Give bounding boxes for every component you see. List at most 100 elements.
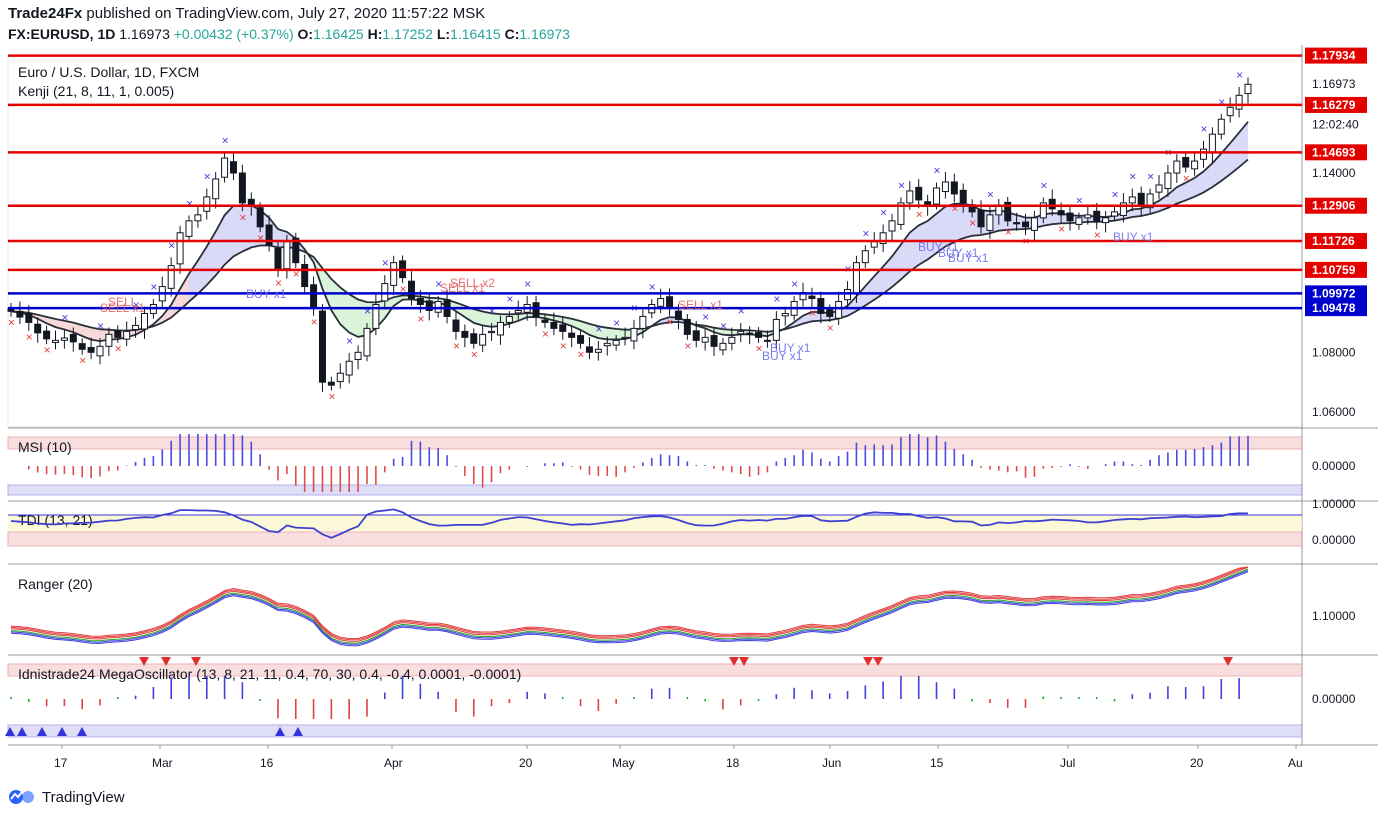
band-fill-segment xyxy=(900,232,910,280)
band-fill-segment xyxy=(918,221,928,265)
tdi-lower-zone xyxy=(7,531,1303,547)
signal-marker: × xyxy=(524,277,531,291)
candle-body xyxy=(692,330,700,341)
signal-marker: × xyxy=(435,277,442,291)
mega-buy-triangle xyxy=(275,727,285,736)
band-fill-segment xyxy=(892,244,901,288)
candle-body xyxy=(1137,192,1145,207)
candle-body xyxy=(1030,217,1038,231)
candle-body xyxy=(746,332,754,335)
signal-label: BUY x1 xyxy=(948,251,989,265)
candle-body xyxy=(132,324,140,331)
candle-body xyxy=(630,327,638,342)
tradingview-brand[interactable]: TradingView xyxy=(8,788,125,806)
mega-sell-triangle xyxy=(139,657,149,666)
candle-body xyxy=(995,205,1003,216)
ranger-line xyxy=(10,571,1249,647)
candle-body xyxy=(470,333,478,344)
candle-body xyxy=(1048,198,1056,210)
candle-body xyxy=(817,298,825,314)
band-fill-segment xyxy=(340,287,350,333)
tdi-title: TDI (13, 21) xyxy=(18,512,93,528)
band-fill-segment xyxy=(945,203,955,247)
candle-body xyxy=(897,202,905,225)
publisher-name[interactable]: Trade24Fx xyxy=(8,5,83,22)
band-fill-segment xyxy=(206,231,216,286)
band-fill-segment xyxy=(1159,194,1168,212)
signal-label: BUY x1 xyxy=(246,287,287,301)
candle-body xyxy=(977,209,985,228)
candle-body xyxy=(140,312,148,330)
tradingview-logo-icon xyxy=(9,790,34,804)
candle-body xyxy=(772,318,780,341)
mega-zero-label: 0.00000 xyxy=(1312,692,1356,706)
candle-body xyxy=(594,348,602,353)
time-tick-label: 17 xyxy=(54,756,68,770)
ranger-line xyxy=(10,570,1249,645)
candle-body xyxy=(941,181,949,193)
candle-body xyxy=(1066,212,1074,222)
band-fill-segment xyxy=(224,205,234,265)
candle-body xyxy=(585,346,593,353)
time-tick-label: Jun xyxy=(822,756,841,770)
tdi-zero-label: 0.00000 xyxy=(1312,533,1356,547)
candle-body xyxy=(479,333,487,346)
candle-body xyxy=(1191,160,1199,170)
price-tick-label: 1.08000 xyxy=(1312,345,1356,359)
signal-marker: × xyxy=(61,311,68,325)
signal-marker: × xyxy=(1236,68,1243,82)
signal-marker: × xyxy=(133,298,140,312)
band-fill-segment xyxy=(482,311,492,327)
candle-body xyxy=(203,196,211,212)
band-fill-segment xyxy=(1132,208,1142,217)
signal-marker: × xyxy=(8,316,15,330)
candle-body xyxy=(1235,94,1243,110)
band-fill-segment xyxy=(455,302,465,318)
candle-body xyxy=(826,309,834,317)
candle-body xyxy=(363,327,371,357)
candle-body xyxy=(1075,217,1083,225)
level-tag-label: 1.10759 xyxy=(1312,263,1356,277)
countdown-label: 12:02:40 xyxy=(1312,118,1359,132)
candle-body xyxy=(710,335,718,347)
level-tag xyxy=(1305,261,1367,278)
candle-body xyxy=(114,330,122,338)
band-fill-segment xyxy=(349,294,359,337)
signal-marker: × xyxy=(667,315,674,329)
time-tick-label: 15 xyxy=(930,756,944,770)
candle-body xyxy=(986,214,994,231)
signal-marker: × xyxy=(738,304,745,318)
candle-body xyxy=(1102,217,1110,224)
level-tag-label: 1.17934 xyxy=(1312,49,1356,63)
candle-body xyxy=(221,157,229,178)
price-tick-label: 1.06000 xyxy=(1312,405,1356,419)
signal-marker: × xyxy=(293,267,300,281)
signal-marker: × xyxy=(150,280,157,294)
time-tick-label: Mar xyxy=(152,756,173,770)
mega-buy-triangle xyxy=(17,727,27,736)
mega-sell-triangle xyxy=(729,657,739,666)
symbol-label[interactable]: FX:EURUSD, 1D xyxy=(8,26,116,42)
ranger-line xyxy=(10,568,1249,644)
candle-body xyxy=(78,343,86,350)
low-label: L: xyxy=(436,26,451,42)
candle-body xyxy=(683,318,691,335)
mega-lower-zone xyxy=(7,724,1303,738)
ranger-title: Ranger (20) xyxy=(18,576,93,592)
band-fill-segment xyxy=(518,313,528,321)
low-value: 1.16415 xyxy=(450,26,501,42)
time-tick-label: 20 xyxy=(519,756,533,770)
tdi-top-label: 1.00000 xyxy=(1312,497,1356,511)
signal-marker: × xyxy=(1183,171,1190,185)
candle-body xyxy=(603,342,611,347)
band-fill-segment xyxy=(616,328,626,340)
band-fill-segment xyxy=(811,311,821,322)
price-tick-label: 1.16973 xyxy=(1312,77,1356,91)
signal-label: SELL x1 xyxy=(100,301,145,315)
open-label: O: xyxy=(297,26,314,42)
candle-body xyxy=(488,330,496,334)
band-fill-segment xyxy=(865,276,875,306)
candle-body xyxy=(425,300,433,311)
candle-body xyxy=(16,310,24,318)
